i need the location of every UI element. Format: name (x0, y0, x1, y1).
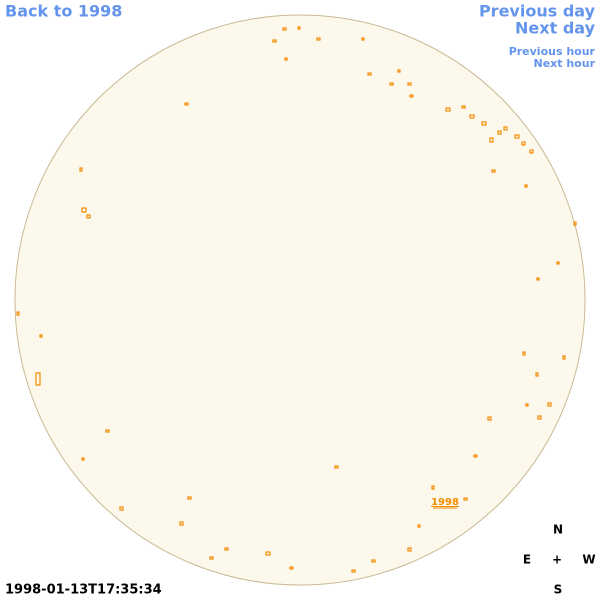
solar-disk (14, 14, 586, 586)
previous-day-link[interactable]: Previous day (479, 2, 596, 21)
compass-north: N (553, 523, 563, 537)
compass-east: E (523, 553, 531, 567)
next-day-link[interactable]: Next day (515, 19, 596, 38)
disk-label-link[interactable]: 1998 (431, 497, 459, 508)
compass-south: S (554, 583, 563, 597)
active-regions (16, 26, 577, 573)
compass-center: + (552, 553, 562, 567)
back-link[interactable]: Back to 1998 (5, 2, 122, 21)
timestamp: 1998-01-13T17:35:34 (5, 583, 162, 598)
next-hour-link[interactable]: Next hour (534, 57, 596, 70)
previous-hour-link[interactable]: Previous hour (509, 45, 596, 58)
compass-west: W (582, 553, 595, 567)
